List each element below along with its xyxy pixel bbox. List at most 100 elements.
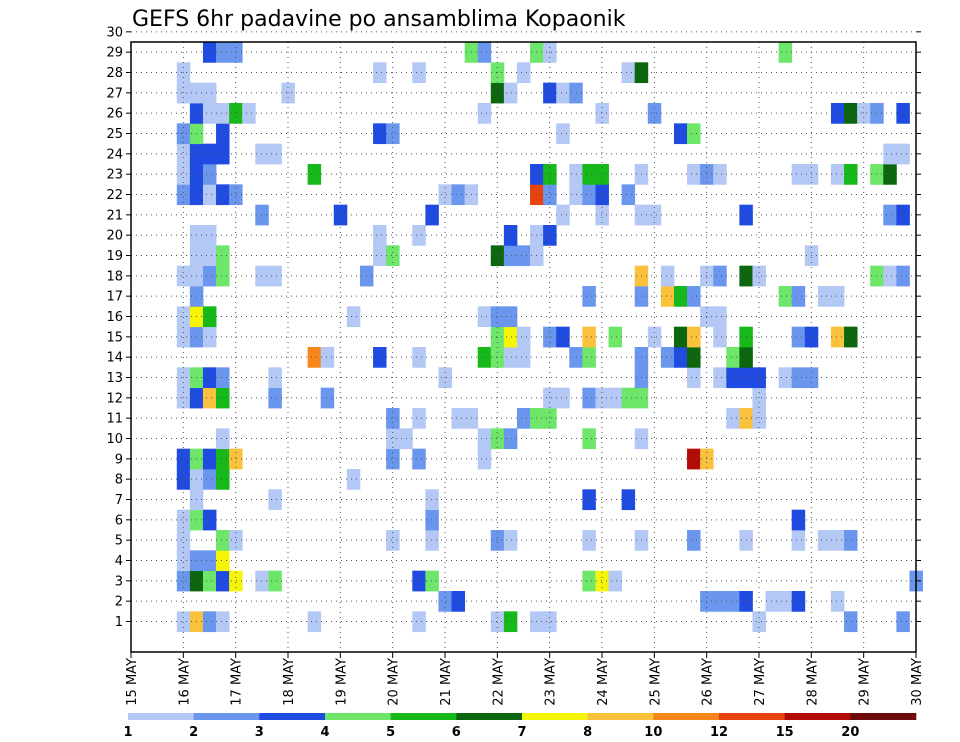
y-tick-label: 15: [106, 330, 123, 345]
y-tick-label: 12: [106, 391, 123, 406]
heatmap-cell: [412, 225, 426, 246]
y-tick-label: 3: [115, 574, 123, 589]
colorbar-label: 4: [320, 725, 329, 740]
heatmap-cell: [687, 448, 701, 470]
colorbar-label: 10: [644, 725, 662, 740]
y-tick-label: 29: [106, 46, 123, 61]
heatmap-cell: [373, 245, 387, 267]
heatmap-cell: [687, 164, 701, 185]
heatmap-cell: [647, 103, 662, 124]
heatmap-cell: [595, 103, 609, 124]
heatmap-cell: [608, 387, 623, 409]
heatmap-cell: [582, 387, 596, 409]
heatmap-cell: [830, 530, 845, 551]
y-axis-ticks: 1234567891011121314151617181920212223242…: [106, 25, 921, 630]
heatmap-cell: [713, 591, 727, 612]
heatmap-cell: [503, 428, 518, 450]
heatmap-cell: [202, 42, 217, 63]
heatmap-cell: [516, 408, 531, 429]
heatmap-cell: [660, 286, 675, 307]
heatmap-cell: [268, 489, 282, 511]
heatmap-cell: [830, 164, 845, 185]
heatmap-cell: [386, 530, 400, 551]
heatmap-cell: [477, 347, 492, 368]
heatmap-cell: [844, 611, 858, 633]
y-tick-label: 25: [106, 127, 123, 142]
heatmap-cell: [176, 448, 191, 470]
heatmap-cell: [595, 164, 609, 185]
x-tick-label: 23 MAY: [544, 658, 559, 706]
colorbar-label: 8: [583, 725, 592, 740]
heatmap-cell: [490, 82, 505, 104]
heatmap-cell: [595, 570, 609, 592]
heatmap-cell: [268, 143, 282, 165]
heatmap-cell: [425, 489, 439, 511]
heatmap-cell: [202, 265, 217, 287]
heatmap-cell: [373, 347, 387, 368]
heatmap-cell: [255, 570, 269, 592]
colorbar-label: 5: [386, 725, 395, 740]
heatmap-cell: [202, 164, 217, 185]
heatmap-cell: [503, 347, 518, 368]
heatmap-cell: [713, 265, 727, 287]
heatmap-cell: [687, 530, 701, 551]
heatmap-cell: [516, 347, 531, 368]
heatmap-cell: [386, 245, 400, 267]
heatmap-cell: [713, 326, 727, 348]
heatmap-cell: [176, 82, 191, 104]
heatmap-cell: [490, 428, 505, 450]
heatmap-cell: [229, 184, 243, 206]
heatmap-cell: [516, 62, 531, 84]
x-tick-label: 19 MAY: [334, 658, 349, 706]
heatmap-cell: [242, 103, 256, 124]
heatmap-cell: [660, 265, 675, 287]
heatmap-cell: [791, 591, 806, 612]
heatmap-cell: [216, 469, 230, 490]
heatmap-cell: [791, 286, 806, 307]
y-tick-label: 30: [106, 25, 123, 40]
heatmap-cell: [229, 530, 243, 551]
heatmap-cell: [595, 387, 609, 409]
heatmap-cell: [268, 367, 282, 389]
heatmap-cell: [425, 204, 439, 226]
heatmap-cell: [202, 611, 217, 633]
heatmap-cell: [412, 347, 426, 368]
y-tick-label: 2: [115, 595, 123, 610]
heatmap-cell: [386, 448, 400, 470]
heatmap-cell: [176, 530, 191, 551]
heatmap-cell: [582, 530, 596, 551]
heatmap-cell: [817, 286, 832, 307]
heatmap-cell: [202, 82, 217, 104]
heatmap-cell: [490, 530, 505, 551]
y-tick-label: 21: [106, 208, 123, 223]
heatmap-cell: [713, 164, 727, 185]
heatmap-cell: [373, 225, 387, 246]
colorbar-swatch: [325, 713, 391, 720]
heatmap-cell: [503, 326, 518, 348]
heatmap-cell: [412, 408, 426, 429]
heatmap-cell: [176, 611, 191, 633]
heatmap-cell: [608, 326, 623, 348]
heatmap-cell: [477, 42, 492, 63]
x-tick-label: 15 MAY: [125, 658, 140, 706]
heatmap-cell: [608, 570, 623, 592]
heatmap-cell: [255, 204, 269, 226]
heatmap-cell: [503, 306, 518, 328]
heatmap-cell: [503, 225, 518, 246]
colorbar-swatch: [193, 713, 260, 720]
heatmap-cell: [490, 611, 505, 633]
heatmap-cell: [176, 387, 191, 409]
heatmap-cells: [176, 42, 923, 633]
heatmap-cell: [176, 265, 191, 287]
heatmap-cell: [582, 570, 596, 592]
heatmap-cell: [543, 164, 557, 185]
heatmap-cell: [176, 509, 191, 531]
heatmap-cell: [726, 347, 740, 368]
x-tick-label: 22 MAY: [491, 658, 506, 706]
chart-title: GEFS 6hr padavine po ansamblima Kopaonik: [132, 7, 626, 32]
y-tick-label: 6: [115, 513, 123, 528]
heatmap-cell: [883, 143, 897, 165]
heatmap-cell: [176, 306, 191, 328]
heatmap-cell: [621, 184, 636, 206]
heatmap-cell: [556, 123, 570, 145]
